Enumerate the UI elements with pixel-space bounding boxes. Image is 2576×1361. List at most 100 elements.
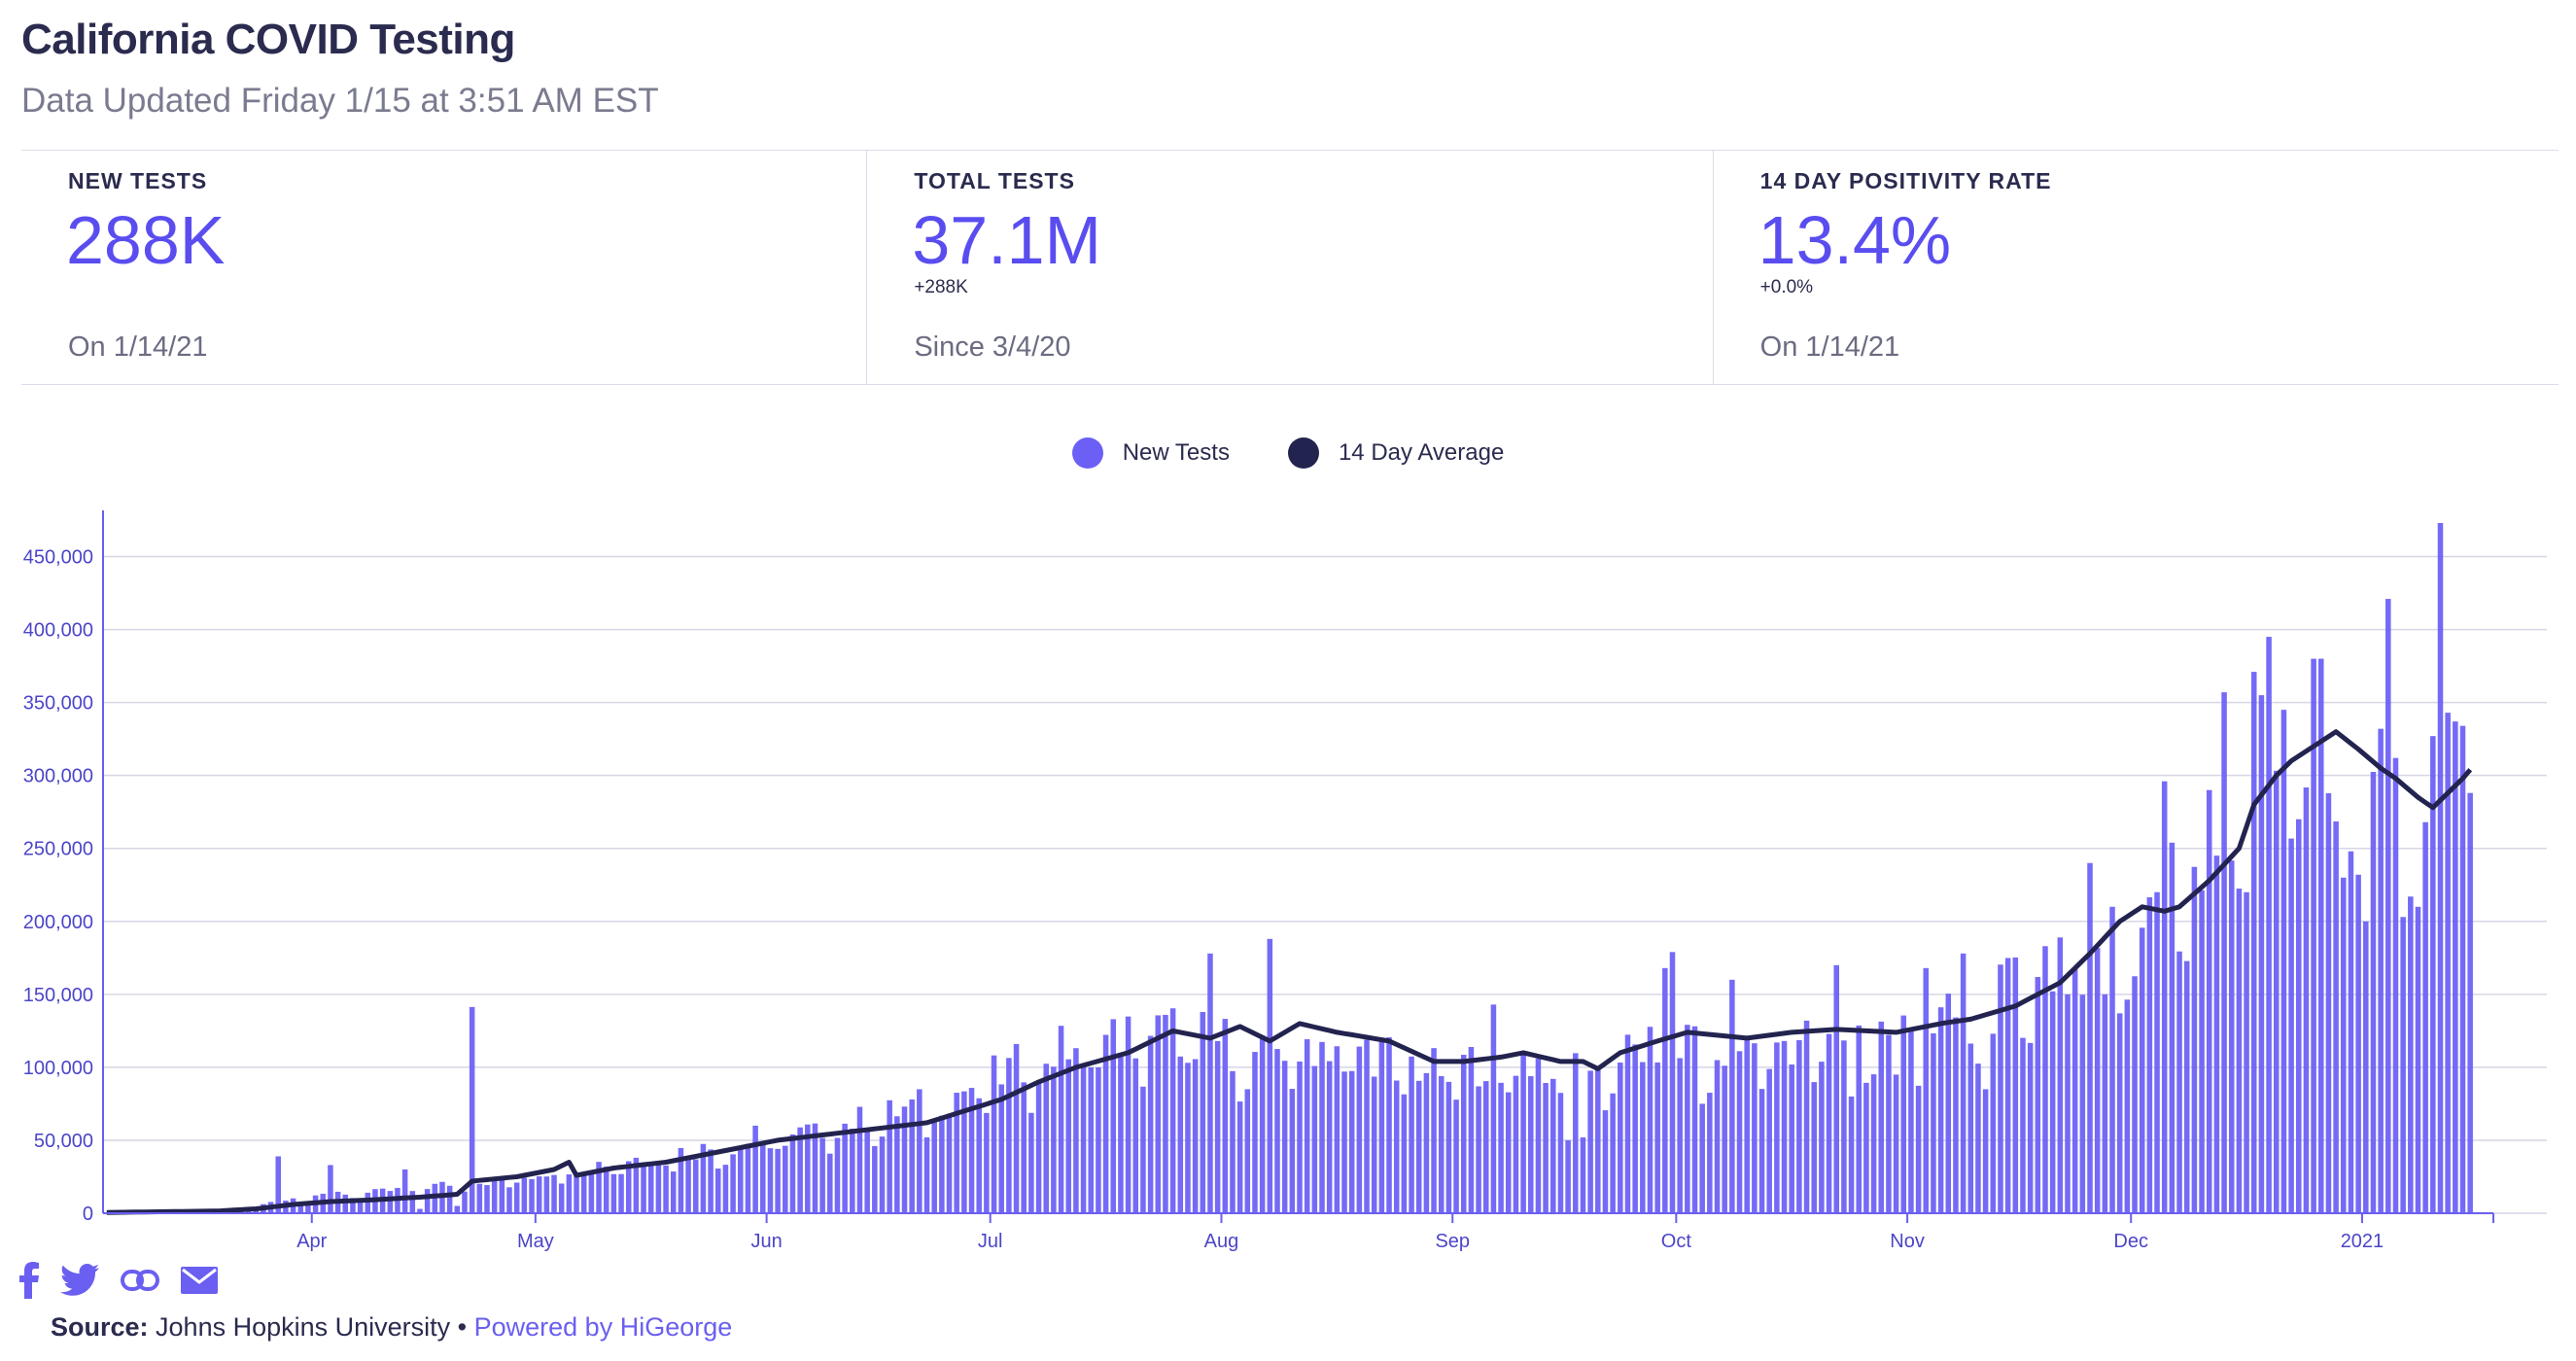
bar: [1758, 1089, 1765, 1213]
bar: [342, 1194, 349, 1213]
bar: [499, 1178, 505, 1213]
x-axis: Apr May Jun Jul Aug Sep Oct Nov Dec 2021: [103, 1212, 2494, 1252]
bar: [730, 1154, 736, 1213]
bar: [305, 1201, 311, 1213]
source-line: Source: Johns Hopkins University • Power…: [51, 1312, 732, 1343]
bar: [1915, 1085, 1922, 1213]
bar: [1640, 1062, 1646, 1213]
average-line-series: [106, 729, 2473, 1215]
bar: [1252, 1052, 1258, 1213]
bar: [1393, 1080, 1400, 1213]
bar: [1460, 1054, 1467, 1213]
bar: [954, 1093, 959, 1213]
bar: [722, 1165, 729, 1213]
stat-positivity-rate: 14 DAY POSITIVITY RATE 13.4% +0.0% On 1/…: [1714, 151, 2559, 384]
bar: [1722, 1065, 1727, 1213]
stat-value: 13.4%: [1758, 202, 1952, 278]
bar: [1669, 952, 1676, 1213]
stat-label: TOTAL TESTS: [914, 168, 1075, 193]
bar: [2258, 695, 2265, 1213]
bar: [2408, 896, 2414, 1213]
bar: [1118, 1056, 1124, 1213]
bar: [1766, 1068, 1772, 1213]
x-tick-label: Oct: [1661, 1231, 1692, 1252]
bar: [558, 1183, 565, 1213]
bar: [2266, 637, 2272, 1213]
legend-new-tests-dot: [1071, 437, 1103, 469]
bar: [2250, 672, 2257, 1213]
bar: [2132, 976, 2138, 1213]
bar: [1513, 1075, 1519, 1213]
bar: [2459, 725, 2466, 1213]
bar: [432, 1183, 438, 1213]
bar: [775, 1148, 781, 1213]
legend-average[interactable]: 14 Day Average: [1287, 437, 1504, 469]
bar: [2378, 728, 2384, 1213]
bar: [513, 1182, 520, 1213]
facebook-icon[interactable]: [19, 1262, 39, 1299]
bar: [692, 1159, 699, 1213]
source-text: Johns Hopkins University •: [148, 1312, 474, 1342]
bar: [1647, 1027, 1654, 1213]
bar: [1401, 1094, 1408, 1213]
page-subtitle: Data Updated Friday 1/15 at 3:51 AM EST: [21, 82, 659, 120]
bar: [1543, 1083, 1549, 1213]
bar: [1886, 1034, 1892, 1213]
bar: [633, 1157, 640, 1213]
bar: [2288, 838, 2294, 1213]
bar: [752, 1125, 758, 1213]
y-tick-label: 250,000: [23, 839, 93, 860]
stat-change: +0.0%: [1759, 277, 1814, 297]
bar: [1356, 1046, 1363, 1213]
y-tick-label: 50,000: [34, 1131, 93, 1152]
bar: [2445, 713, 2451, 1213]
bar: [2049, 991, 2056, 1213]
bar-series: [104, 523, 2473, 1213]
bar: [1147, 1035, 1154, 1213]
bar: [998, 1084, 1004, 1213]
bar: [663, 1165, 669, 1213]
bar: [1811, 1082, 1817, 1213]
bar: [1960, 953, 1967, 1213]
share-bar: [19, 1262, 218, 1299]
bar: [2392, 757, 2399, 1213]
bar: [1035, 1081, 1042, 1213]
email-icon[interactable]: [181, 1267, 218, 1294]
bar: [2228, 860, 2235, 1213]
legend-new-tests[interactable]: New Tests: [1071, 437, 1230, 469]
bar: [1274, 1049, 1280, 1213]
bar: [1833, 964, 1839, 1213]
bar: [2355, 874, 2361, 1213]
bar: [2333, 820, 2339, 1213]
bar: [462, 1191, 468, 1213]
bar: [1445, 1081, 1452, 1213]
bar: [1595, 1065, 1601, 1213]
bar: [1468, 1046, 1475, 1213]
bar: [2363, 921, 2369, 1213]
bar: [760, 1142, 766, 1213]
link-icon[interactable]: [121, 1269, 159, 1292]
bar: [1550, 1078, 1556, 1213]
bar: [1632, 1044, 1638, 1213]
x-tick-label: Nov: [1890, 1231, 1925, 1252]
bar: [2027, 1042, 2034, 1213]
bar: [827, 1153, 833, 1213]
bar: [2213, 855, 2220, 1213]
bar: [1998, 964, 2003, 1213]
bar: [685, 1157, 691, 1213]
powered-by-link[interactable]: Powered by HiGeorge: [473, 1312, 733, 1342]
bar: [2087, 862, 2093, 1213]
bar: [387, 1191, 394, 1213]
twitter-icon[interactable]: [60, 1264, 99, 1297]
bar: [1110, 1019, 1117, 1213]
bar: [1348, 1070, 1355, 1213]
bar: [1781, 1040, 1788, 1213]
bar: [1431, 1048, 1437, 1213]
bar: [1945, 994, 1952, 1213]
bar: [596, 1162, 602, 1213]
bar: [543, 1176, 550, 1213]
bar: [2154, 891, 2160, 1213]
bar: [1311, 1065, 1318, 1213]
bar: [1848, 1096, 1855, 1213]
bar: [357, 1199, 364, 1213]
